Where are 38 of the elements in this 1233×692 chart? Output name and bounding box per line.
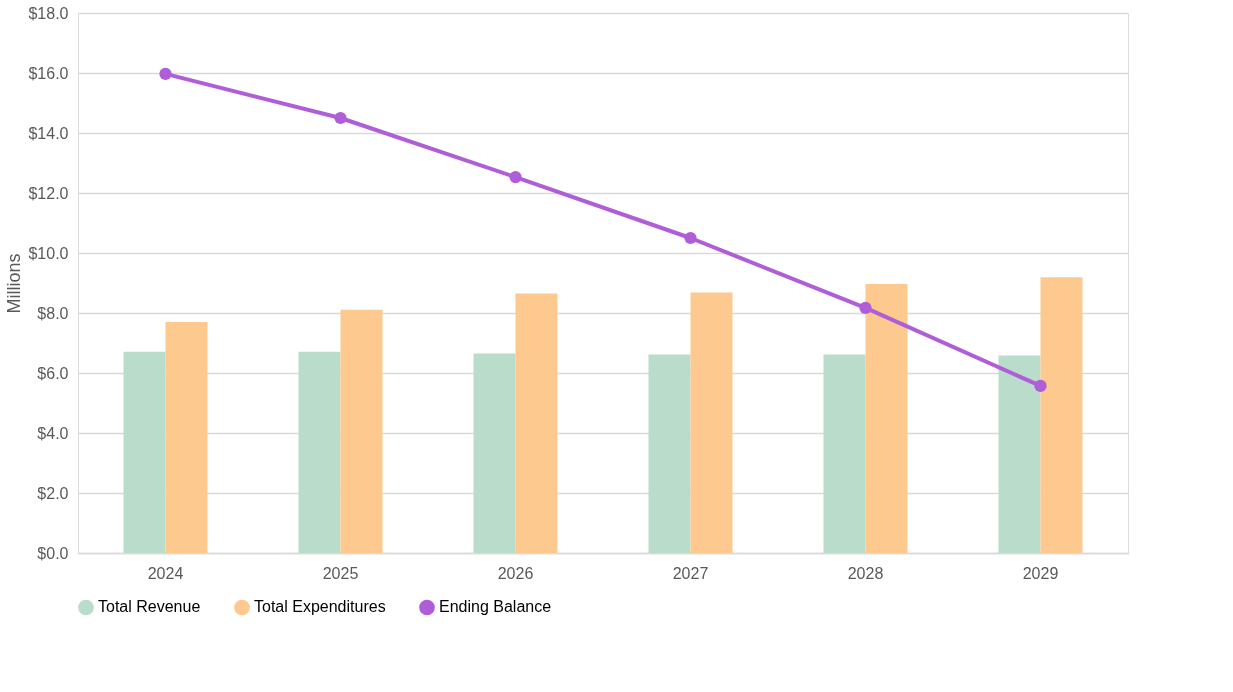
x-tick-label: 2027 bbox=[672, 564, 709, 582]
y-tick-label: $18.0 bbox=[28, 4, 69, 22]
y-tick-label: $12.0 bbox=[28, 184, 69, 202]
x-tick-label: 2026 bbox=[497, 564, 534, 582]
legend-label: Total Revenue bbox=[98, 598, 201, 616]
y-tick-label: $0.0 bbox=[37, 544, 69, 562]
bar bbox=[298, 351, 341, 553]
y-tick-label: $16.0 bbox=[28, 64, 69, 82]
bar bbox=[165, 322, 208, 553]
point bbox=[684, 231, 697, 245]
bar bbox=[123, 351, 166, 553]
y-tick-label: $14.0 bbox=[28, 124, 69, 142]
legend-label: Total Expenditures bbox=[254, 598, 386, 616]
y-tick-label: $8.0 bbox=[37, 304, 69, 322]
x-tick-label: 2029 bbox=[1022, 564, 1059, 582]
bar bbox=[648, 354, 691, 553]
bar bbox=[823, 354, 866, 553]
point bbox=[334, 111, 347, 125]
y-tick-label: $10.0 bbox=[28, 244, 69, 262]
x-tick-label: 2024 bbox=[147, 564, 184, 582]
point bbox=[159, 67, 172, 81]
bar bbox=[998, 355, 1041, 553]
point bbox=[509, 170, 522, 184]
point bbox=[859, 301, 872, 315]
x-tick-label: 2025 bbox=[322, 564, 359, 582]
x-tick-label: 2028 bbox=[847, 564, 884, 582]
legend-label: Ending Balance bbox=[439, 598, 552, 616]
y-tick-label: $4.0 bbox=[37, 424, 69, 442]
y-axis-title: Millions bbox=[4, 253, 25, 314]
bar bbox=[340, 309, 383, 553]
bar bbox=[473, 353, 516, 553]
y-tick-label: $6.0 bbox=[37, 364, 69, 382]
y-tick-label: $2.0 bbox=[37, 484, 69, 502]
point bbox=[1034, 379, 1047, 393]
bar bbox=[1040, 277, 1083, 553]
bar bbox=[515, 293, 558, 553]
bar bbox=[865, 283, 908, 553]
bar bbox=[690, 292, 733, 553]
